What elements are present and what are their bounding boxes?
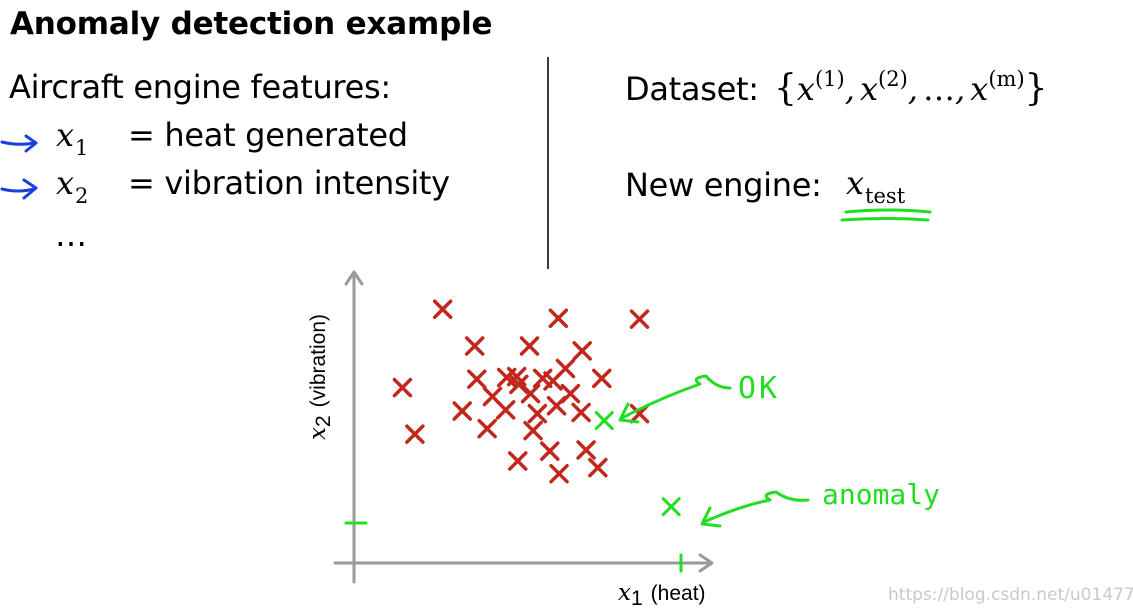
feature-1-arrowhead-icon xyxy=(24,134,38,153)
normal-point-marker xyxy=(549,463,569,484)
normal-point-marker xyxy=(392,377,413,398)
features-ellipsis: … xyxy=(55,216,87,254)
normal-point-marker xyxy=(629,309,650,329)
feature-1-label: = heat generated xyxy=(128,116,408,154)
column-divider xyxy=(547,57,549,269)
new-engine-var: x xyxy=(846,164,865,202)
anomaly-annotation-arrowhead-icon xyxy=(700,506,722,528)
xtest-underline-2 xyxy=(840,217,930,222)
dataset-dots: … xyxy=(923,70,956,108)
dataset-var-1: x xyxy=(796,70,815,108)
normal-point-marker xyxy=(527,403,548,424)
x-axis-var: x xyxy=(618,580,631,606)
feature-1-var: x xyxy=(56,116,75,154)
dataset-var-2: x xyxy=(859,70,879,108)
ok-annotation-arrowhead-icon xyxy=(618,402,640,424)
features-heading: Aircraft engine features: xyxy=(9,68,391,106)
x-axis-sub: 1 xyxy=(631,587,643,610)
feature-2-var: x xyxy=(56,164,75,202)
normal-point-marker xyxy=(432,299,453,320)
new-engine-sub: test xyxy=(865,184,906,208)
y-axis-arrowhead-icon xyxy=(344,270,364,286)
normal-point-marker xyxy=(495,400,516,420)
dataset-sup-2: (2) xyxy=(878,67,908,91)
ok-annotation-arrow-icon xyxy=(620,374,732,420)
new-engine-label: New engine: xyxy=(625,166,822,204)
normal-point-marker xyxy=(508,451,528,471)
normal-point-marker xyxy=(571,402,591,423)
normal-point-marker xyxy=(560,383,581,404)
x-axis-label: x1 (heat) xyxy=(618,580,706,610)
x-axis-text: (heat) xyxy=(651,582,706,605)
normal-point-marker xyxy=(523,420,543,441)
dataset-sep-3: , xyxy=(955,70,966,108)
feature-2-label: = vibration intensity xyxy=(128,164,450,202)
normal-point-marker xyxy=(543,371,563,391)
dataset-label: Dataset: xyxy=(625,70,759,108)
feature-1-sub: 1 xyxy=(75,136,89,160)
anomaly-annotation-label: anomaly xyxy=(822,478,940,511)
normal-point-marker xyxy=(588,457,608,478)
new-engine-variable: xtest xyxy=(846,164,905,208)
normal-point-marker xyxy=(572,341,592,361)
watermark: https://blog.csdn.net/u014776265 xyxy=(888,585,1133,605)
normal-point-marker xyxy=(576,440,596,460)
dataset-set: {x(1), x(2), …, x(m)} xyxy=(774,67,1048,109)
normal-point-marker xyxy=(464,336,485,356)
dataset-sup-m: (m) xyxy=(988,67,1025,91)
anomaly-point-marker xyxy=(661,497,681,517)
feature-2-arrow-icon xyxy=(0,187,36,193)
feature-1-variable: x1 xyxy=(56,116,88,160)
dataset-open-brace: { xyxy=(774,68,797,109)
feature-2-arrowhead-icon xyxy=(22,178,38,200)
feature-2-variable: x2 xyxy=(56,164,88,208)
feature-1-arrow-icon xyxy=(0,140,36,146)
dataset-var-m: x xyxy=(970,70,989,108)
anomaly-annotation-arrow-icon xyxy=(702,490,810,524)
y-axis-sub: 2 xyxy=(312,415,335,427)
normal-point-marker xyxy=(477,418,497,439)
normal-point-marker xyxy=(405,424,425,444)
normal-point-marker xyxy=(520,383,541,404)
ok-point-marker xyxy=(594,411,614,431)
normal-point-marker xyxy=(592,368,612,389)
slide-title: Anomaly detection example xyxy=(10,6,493,42)
normal-point-marker xyxy=(509,374,529,395)
y-axis-var: x xyxy=(305,427,331,440)
dataset-sep-2: , xyxy=(907,70,918,108)
data-points xyxy=(392,299,681,517)
y-axis-label: x2 (vibration) xyxy=(305,314,335,440)
normal-point-marker xyxy=(467,369,487,389)
normal-point-marker xyxy=(452,401,472,421)
normal-point-marker xyxy=(548,308,569,328)
normal-point-marker xyxy=(540,441,560,461)
feature-2-sub: 2 xyxy=(75,184,89,208)
ok-annotation-label: OK xyxy=(738,371,780,406)
normal-point-marker xyxy=(519,336,540,356)
dataset-close-brace: } xyxy=(1024,68,1048,109)
x-axis-arrowhead-icon xyxy=(698,553,714,573)
dataset-sep-1: , xyxy=(844,70,855,108)
xtest-underline-1 xyxy=(844,208,932,214)
y-axis-text: (vibration) xyxy=(307,314,330,407)
dataset-sup-1: (1) xyxy=(814,67,845,91)
